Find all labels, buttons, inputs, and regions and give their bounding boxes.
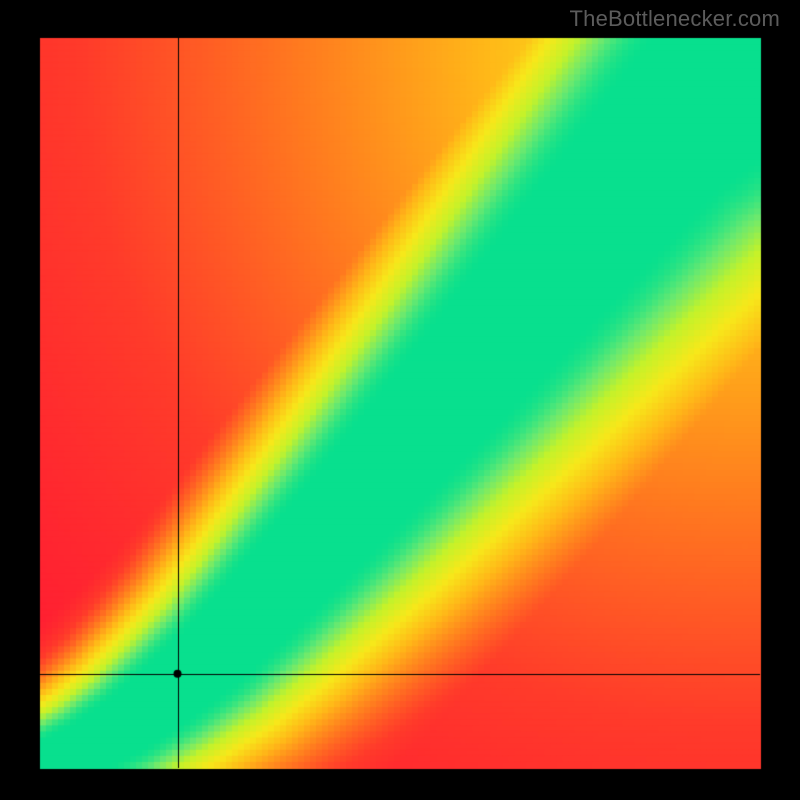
chart-container: TheBottlenecker.com — [0, 0, 800, 800]
heatmap-plot — [0, 0, 800, 800]
watermark-text: TheBottlenecker.com — [570, 6, 780, 32]
